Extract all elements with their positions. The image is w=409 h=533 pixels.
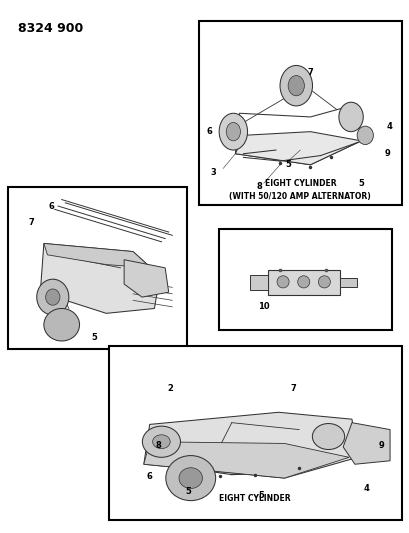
Text: 5: 5 bbox=[357, 179, 363, 188]
Ellipse shape bbox=[165, 456, 215, 500]
Ellipse shape bbox=[297, 276, 309, 288]
Ellipse shape bbox=[37, 279, 69, 315]
Text: 5: 5 bbox=[184, 488, 190, 496]
Ellipse shape bbox=[279, 66, 312, 106]
Text: 8: 8 bbox=[256, 182, 262, 191]
Ellipse shape bbox=[288, 76, 303, 96]
Text: 7: 7 bbox=[290, 384, 295, 392]
Bar bbox=[198, 21, 401, 205]
Ellipse shape bbox=[179, 467, 202, 488]
Polygon shape bbox=[44, 244, 151, 268]
Polygon shape bbox=[339, 278, 356, 287]
Ellipse shape bbox=[142, 426, 180, 457]
Text: (WITH 50/120 AMP ALTERNATOR): (WITH 50/120 AMP ALTERNATOR) bbox=[229, 191, 370, 200]
Ellipse shape bbox=[276, 276, 288, 288]
Polygon shape bbox=[267, 270, 339, 295]
Ellipse shape bbox=[312, 424, 344, 449]
Ellipse shape bbox=[356, 126, 373, 144]
Ellipse shape bbox=[338, 102, 362, 132]
Ellipse shape bbox=[45, 289, 60, 305]
Text: 5: 5 bbox=[91, 333, 97, 342]
Text: 4: 4 bbox=[363, 484, 369, 493]
Text: 9: 9 bbox=[384, 149, 389, 158]
Text: 7: 7 bbox=[307, 68, 312, 77]
Ellipse shape bbox=[152, 435, 170, 449]
Ellipse shape bbox=[317, 276, 330, 288]
Bar bbox=[108, 346, 401, 520]
Ellipse shape bbox=[218, 114, 247, 150]
Text: 7: 7 bbox=[29, 218, 34, 227]
Text: 8: 8 bbox=[155, 441, 161, 450]
Polygon shape bbox=[144, 442, 348, 478]
Text: 6: 6 bbox=[206, 127, 211, 136]
Ellipse shape bbox=[226, 123, 240, 141]
Bar bbox=[219, 229, 391, 330]
Text: 4: 4 bbox=[386, 122, 391, 131]
Polygon shape bbox=[40, 244, 160, 313]
Text: 5: 5 bbox=[258, 491, 263, 500]
Bar bbox=[8, 187, 186, 349]
Text: 3: 3 bbox=[210, 167, 216, 176]
Polygon shape bbox=[250, 275, 267, 290]
Polygon shape bbox=[235, 132, 360, 165]
Text: EIGHT CYLINDER: EIGHT CYLINDER bbox=[264, 179, 335, 188]
Text: 6: 6 bbox=[48, 201, 54, 211]
Text: 10: 10 bbox=[258, 302, 269, 311]
Text: 9: 9 bbox=[378, 441, 383, 450]
Text: 2: 2 bbox=[167, 384, 173, 392]
Polygon shape bbox=[144, 413, 357, 478]
Text: 8324 900: 8324 900 bbox=[18, 22, 83, 35]
Polygon shape bbox=[124, 260, 168, 297]
Text: 6: 6 bbox=[146, 472, 152, 481]
Text: 5: 5 bbox=[285, 160, 290, 169]
Text: EIGHT CYLINDER: EIGHT CYLINDER bbox=[219, 495, 290, 503]
Ellipse shape bbox=[44, 309, 79, 341]
Polygon shape bbox=[342, 423, 389, 464]
